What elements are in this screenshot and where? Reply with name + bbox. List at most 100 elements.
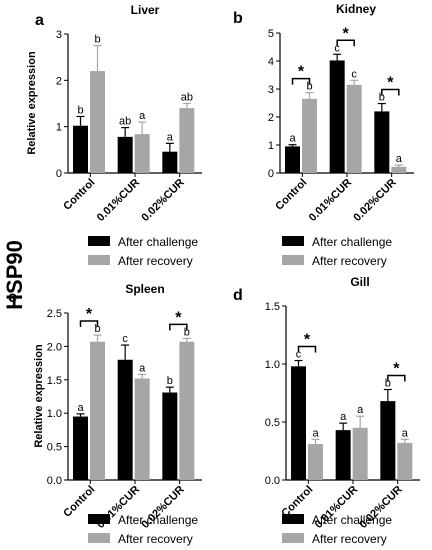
panel-title: Liver	[131, 3, 160, 17]
significance-bracket	[387, 374, 406, 382]
significance-letter: c	[351, 68, 357, 80]
x-tick-label: 0.02%CUR	[139, 177, 186, 224]
bar-recovery	[179, 108, 195, 173]
bar-recovery	[346, 84, 362, 173]
panel-d: dGill0.00.51.01.5Controlca*0.01%CURaa0.0…	[233, 275, 420, 546]
legend-label: After recovery	[118, 254, 193, 268]
bar-challenge	[291, 366, 306, 480]
bar-challenge	[380, 401, 396, 480]
legend-label: After recovery	[118, 532, 193, 546]
legend-swatch-challenge	[282, 514, 304, 524]
bar-challenge	[335, 430, 351, 480]
legend-swatch-challenge	[282, 236, 304, 246]
significance-bracket	[291, 77, 311, 85]
significance-letter: a	[167, 131, 174, 143]
significance-letter: a	[289, 133, 296, 145]
y-tick-label: 0.0	[265, 475, 280, 487]
panel-letter: a	[35, 12, 44, 29]
x-tick-label: Control	[273, 177, 309, 213]
significance-letter: a	[340, 411, 347, 423]
y-tick-label: 0.5	[47, 442, 62, 454]
significance-star: *	[304, 332, 311, 349]
bar-recovery	[134, 134, 150, 173]
significance-bracket	[297, 345, 317, 353]
y-tick-label: 0	[56, 168, 62, 180]
significance-letter: ab	[119, 116, 131, 128]
bar-challenge	[329, 60, 345, 173]
bar-recovery	[391, 166, 407, 173]
significance-letter: b	[77, 104, 83, 116]
y-tick-label: 1.5	[265, 301, 280, 313]
significance-bracket	[381, 88, 400, 96]
bar-challenge	[162, 392, 178, 480]
legend-swatch-recovery	[88, 533, 110, 543]
significance-letter: b	[379, 92, 385, 104]
y-tick-label: 3	[268, 84, 274, 96]
significance-star: *	[343, 25, 350, 42]
significance-letter: a	[357, 404, 364, 416]
significance-star: *	[175, 309, 182, 326]
panel-letter: b	[233, 10, 243, 27]
y-tick-label: 0.0	[47, 475, 62, 487]
bar-recovery	[302, 98, 317, 173]
bar-recovery	[90, 71, 105, 173]
legend-label: After challenge	[312, 235, 392, 249]
y-tick-label: 1	[56, 122, 62, 134]
significance-letter: c	[296, 349, 302, 361]
significance-bracket	[79, 320, 99, 328]
significance-star: *	[86, 306, 93, 323]
legend-swatch-recovery	[282, 255, 304, 265]
significance-letter: a	[312, 427, 319, 439]
bar-recovery	[179, 341, 195, 480]
significance-star: *	[393, 361, 400, 378]
bar-challenge	[73, 416, 88, 480]
bar-challenge	[285, 146, 300, 173]
significance-star: *	[298, 64, 305, 81]
bar-recovery	[90, 341, 105, 480]
significance-letter: a	[139, 110, 146, 122]
y-tick-label: 2.5	[47, 308, 62, 320]
y-axis-label: Relative expression	[33, 344, 45, 448]
y-tick-label: 1.5	[47, 375, 62, 387]
y-tick-label: 4	[268, 56, 274, 68]
significance-letter: a	[139, 362, 146, 374]
significance-letter: a	[77, 402, 84, 414]
panel-title: Kidney	[336, 2, 376, 16]
significance-letter: b	[385, 378, 391, 390]
significance-bracket	[336, 39, 355, 47]
y-tick-label: 3	[56, 29, 62, 41]
legend-label: After recovery	[312, 532, 387, 546]
bar-challenge	[117, 136, 133, 173]
significance-letter: b	[94, 34, 100, 46]
bar-recovery	[134, 378, 150, 480]
x-tick-label: 0.01%CUR	[95, 177, 142, 224]
panel-a: a Liver 0 1 2 3 Relative expression Control b b 0.…	[26, 3, 202, 268]
y-tick-label: 2.0	[47, 341, 62, 353]
x-tick-label: 0.01%CUR	[307, 177, 354, 224]
significance-letter: c	[122, 333, 128, 345]
legend-swatch-challenge	[88, 514, 110, 524]
x-tick-label: 0.02%CUR	[351, 177, 398, 224]
bar-challenge	[374, 111, 390, 173]
bar-recovery	[397, 442, 413, 480]
panel-c: c Spleen 0.0 0.5 1.0 1.5 2.0 2.5 Relative expres…	[8, 282, 202, 546]
bar-challenge	[73, 125, 88, 173]
x-tick-label: Control	[61, 177, 97, 213]
panel-title: Spleen	[125, 282, 164, 296]
legend-label: After challenge	[312, 513, 392, 527]
significance-letter: a	[396, 153, 403, 165]
significance-letter: b	[167, 375, 173, 387]
y-tick-label: 2	[56, 75, 62, 87]
legend-label: After challenge	[118, 513, 198, 527]
y-tick-label: 5	[268, 28, 274, 40]
legend-swatch-recovery	[88, 255, 110, 265]
bar-recovery	[308, 444, 323, 480]
bar-recovery	[352, 427, 368, 480]
significance-letter: a	[402, 427, 409, 439]
significance-star: *	[387, 75, 394, 92]
y-tick-label: 0	[268, 168, 274, 180]
y-axis-label: Relative expression	[26, 51, 38, 155]
significance-letter: ab	[181, 92, 193, 104]
legend-swatch-recovery	[282, 533, 304, 543]
